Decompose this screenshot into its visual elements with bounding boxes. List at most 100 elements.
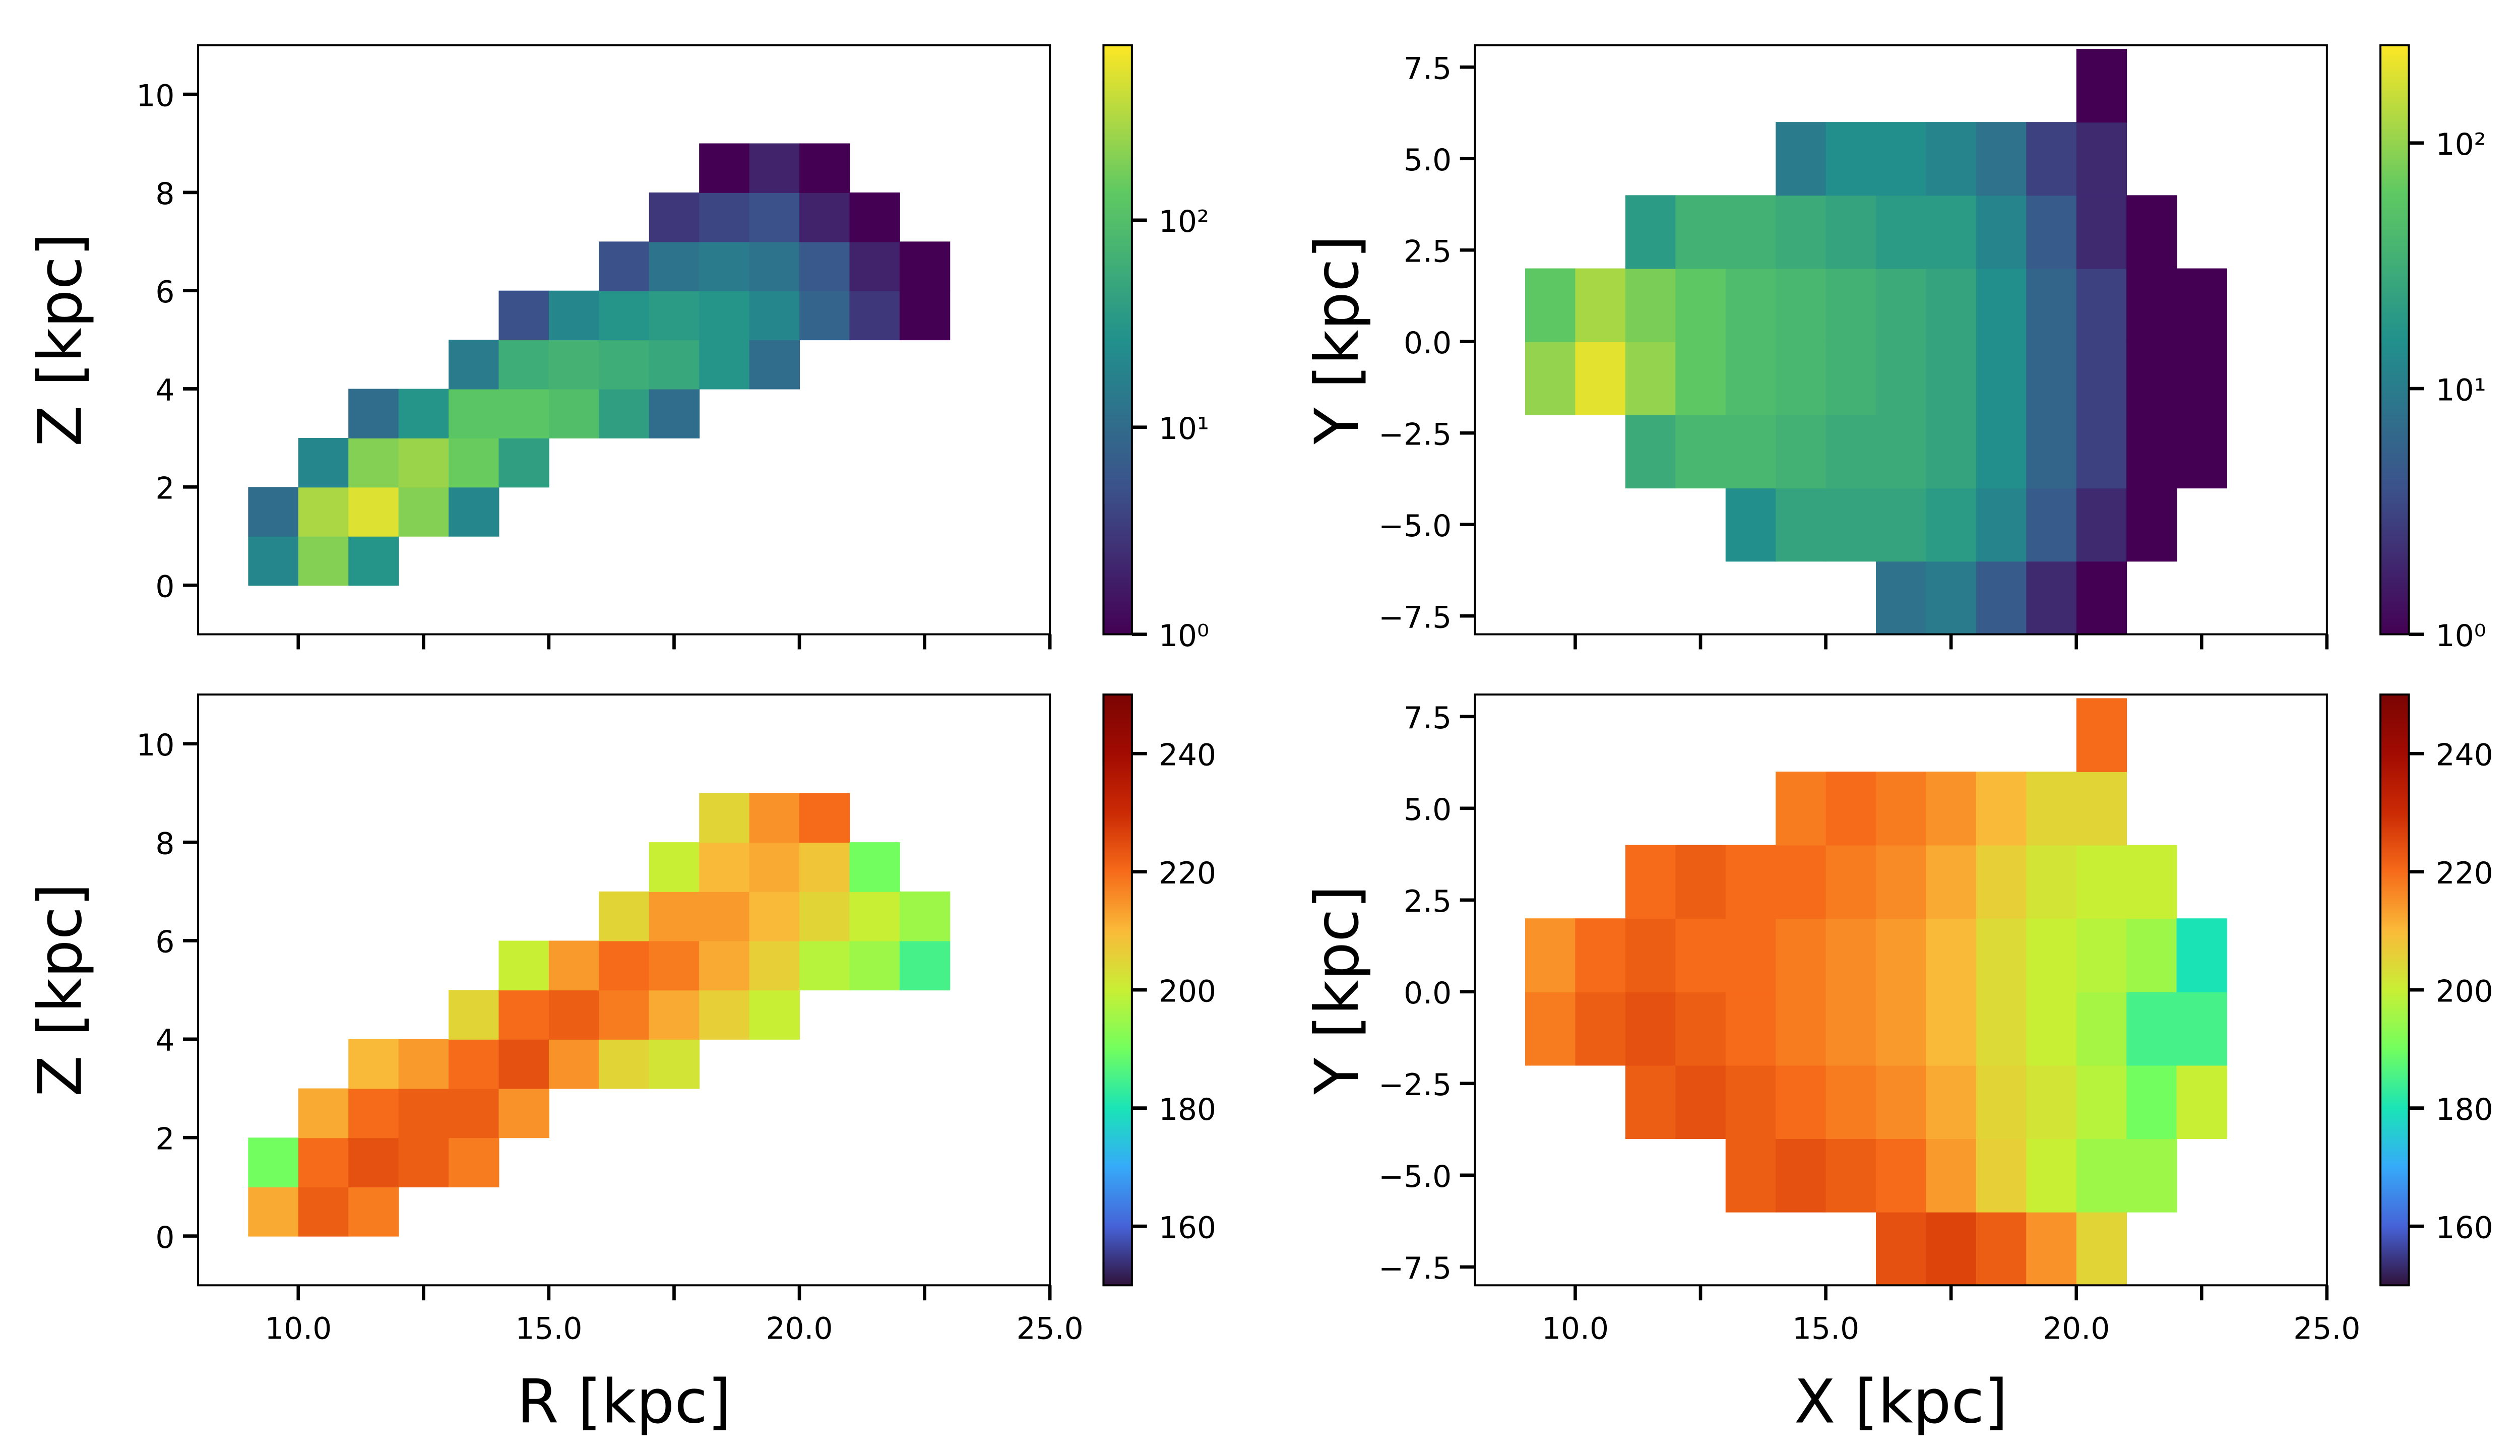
heatmap-cell — [1876, 341, 1927, 415]
heatmap-cell — [1625, 918, 1676, 992]
heatmap-cell — [849, 940, 900, 991]
heatmap-cell — [649, 891, 700, 941]
heatmap-cell — [1926, 341, 1977, 415]
heatmap-cell — [2076, 1138, 2127, 1213]
y-tick-label: 8 — [155, 177, 174, 212]
heatmap-cell — [498, 437, 549, 488]
heatmap-cell — [1776, 122, 1826, 196]
x-tick-label: 15.0 — [1792, 1312, 1859, 1347]
y-axis-label: Y [kpc] — [1302, 235, 1372, 445]
heatmap-cell — [599, 389, 650, 438]
heatmap-cell — [2076, 845, 2127, 919]
y-tick-label: 7.5 — [1404, 51, 1452, 86]
heatmap-cell — [749, 940, 800, 991]
y-tick-label: 2 — [155, 1122, 174, 1157]
heatmap-cell — [2026, 991, 2077, 1066]
heatmap-cell — [1675, 268, 1726, 342]
heatmap-cell — [449, 1039, 499, 1089]
heatmap-cell — [548, 1039, 600, 1089]
heatmap-cell — [1926, 561, 1977, 635]
heatmap-cell — [2126, 414, 2177, 489]
heatmap-cell — [1675, 991, 1726, 1066]
heatmap-cell — [1725, 195, 1777, 269]
heatmap-cell — [2026, 1138, 2077, 1213]
x-tick-label: 20.0 — [2043, 1312, 2110, 1347]
y-tick-label: 4 — [155, 1024, 174, 1058]
colorbar-tick-label: 10² — [2436, 128, 2486, 162]
heatmap-cell — [1876, 414, 1927, 489]
heatmap-cell — [2076, 991, 2127, 1066]
heatmap-cell — [2176, 918, 2227, 992]
heatmap-cell — [1675, 341, 1726, 415]
heatmap-cell — [2076, 771, 2127, 846]
heatmap-cell — [398, 1088, 450, 1138]
heatmap-cell — [799, 192, 850, 242]
heatmap-cell — [799, 891, 850, 941]
heatmap-cell — [2076, 122, 2127, 196]
heatmap-cell — [1876, 561, 1927, 635]
heatmap-cell — [1525, 918, 1576, 992]
y-tick-label: 4 — [155, 373, 174, 408]
heatmap-cell — [449, 389, 499, 438]
colorbar — [1102, 693, 1133, 1287]
colorbar-tick-label: 10¹ — [2436, 373, 2486, 408]
heatmap-cell — [2076, 341, 2127, 415]
heatmap-cell — [2176, 1065, 2227, 1140]
heatmap-cell — [1876, 268, 1927, 342]
heatmap-cell — [599, 940, 650, 991]
heatmap-cell — [449, 990, 499, 1040]
heatmap-cell — [1825, 1138, 1877, 1213]
heatmap-cell — [498, 290, 549, 341]
heatmap-cell — [1825, 488, 1877, 562]
heatmap-cell — [1876, 1212, 1927, 1286]
y-tick-label: −2.5 — [1378, 417, 1452, 452]
heatmap-cell — [749, 793, 800, 843]
heatmap-cell — [899, 940, 951, 991]
axes-frame — [1474, 693, 2328, 1287]
heatmap-cell — [1926, 414, 1977, 489]
heatmap-cell — [1675, 195, 1726, 269]
heatmap-cell — [699, 192, 750, 242]
heatmap-cell — [2126, 918, 2177, 992]
heatmap-cell — [1625, 341, 1676, 415]
heatmap-cell — [248, 1186, 299, 1237]
heatmap-cell — [1876, 195, 1927, 269]
heatmap-cell — [1825, 918, 1877, 992]
heatmap-cell — [2026, 918, 2077, 992]
heatmap-cell — [348, 1186, 399, 1237]
heatmap-cell — [1725, 845, 1777, 919]
heatmap-cell — [2026, 268, 2077, 342]
heatmap-cell — [1725, 414, 1777, 489]
x-tick-label: 10.0 — [265, 1312, 332, 1347]
heatmap-cell — [548, 340, 600, 390]
heatmap-cell — [348, 389, 399, 438]
heatmap-cell — [699, 990, 750, 1040]
heatmap-cell — [2076, 1065, 2127, 1140]
heatmap-cell — [849, 192, 900, 242]
heatmap-cell — [1776, 1065, 1826, 1140]
heatmap-cell — [2076, 48, 2127, 123]
heatmap-cell — [899, 891, 951, 941]
colorbar — [2379, 693, 2410, 1287]
heatmap-cell — [649, 990, 700, 1040]
heatmap-cell — [1926, 122, 1977, 196]
heatmap-cell — [1825, 1065, 1877, 1140]
heatmap-cell — [749, 192, 800, 242]
y-tick-label: 6 — [155, 925, 174, 960]
heatmap-cell — [1926, 845, 1977, 919]
heatmap-cell — [1976, 195, 2027, 269]
heatmap-cell — [749, 340, 800, 390]
heatmap-cell — [799, 842, 850, 892]
heatmap-cell — [2026, 195, 2077, 269]
heatmap-cell — [1725, 268, 1777, 342]
heatmap-cell — [248, 1137, 299, 1187]
heatmap-cell — [749, 143, 800, 193]
heatmap-cell — [2076, 698, 2127, 772]
heatmap-cell — [2126, 488, 2177, 562]
heatmap-cell — [1725, 918, 1777, 992]
y-tick-label: 2.5 — [1404, 234, 1452, 269]
x-axis-label: X [kpc] — [1794, 1367, 2008, 1437]
heatmap-cell — [649, 1039, 700, 1089]
heatmap-cell — [1876, 122, 1927, 196]
heatmap-cell — [1876, 845, 1927, 919]
